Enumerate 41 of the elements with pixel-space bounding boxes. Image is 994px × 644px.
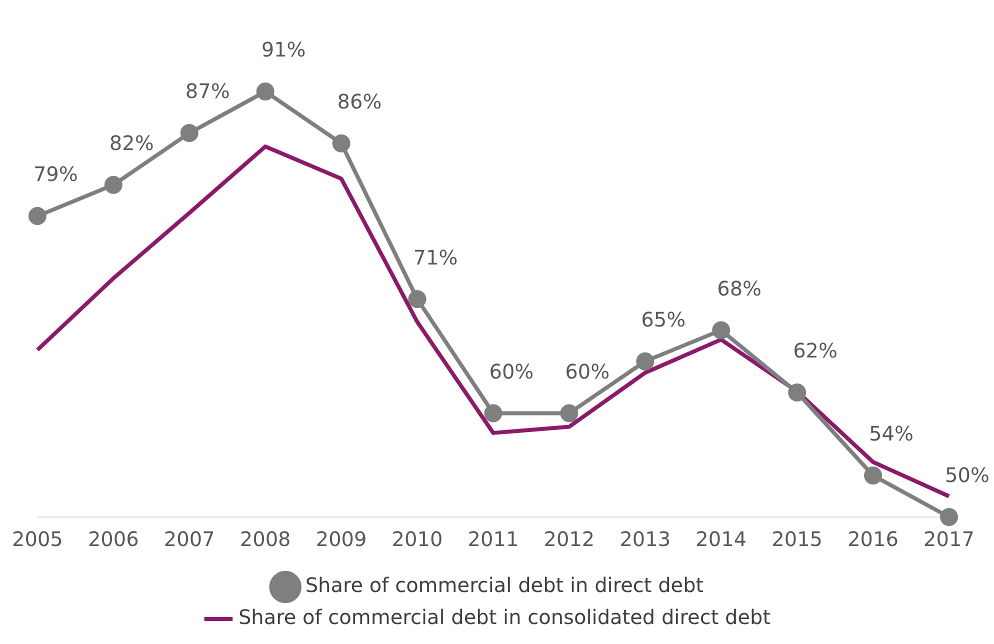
data-label: 79% — [33, 162, 78, 186]
x-tick-label: 2005 — [12, 527, 63, 552]
x-tick-label: 2006 — [88, 527, 139, 552]
x-tick-label: 2016 — [848, 527, 898, 552]
x-tick-label: 2014 — [696, 527, 747, 552]
data-label: 87% — [185, 79, 230, 104]
x-tick-label: 2015 — [772, 527, 823, 552]
point — [788, 383, 806, 402]
point — [28, 207, 46, 226]
point — [256, 82, 274, 101]
x-tick-label: 2010 — [392, 527, 443, 552]
x-tick-label: 2009 — [316, 527, 367, 552]
data-label: 50% — [945, 463, 990, 488]
legend-label: Share of commercial debt in direct debt — [305, 573, 704, 598]
data-label: 60% — [565, 359, 610, 384]
point — [560, 404, 578, 422]
x-tick-label: 2012 — [544, 527, 595, 552]
point — [104, 176, 122, 194]
data-label: 60% — [489, 359, 534, 384]
point — [712, 321, 730, 340]
data-label: 62% — [793, 338, 838, 363]
data-label: 71% — [413, 245, 458, 270]
x-tick-label: 2007 — [164, 527, 215, 552]
point — [484, 404, 502, 422]
x-tick-label: 2008 — [240, 527, 291, 552]
point — [636, 352, 654, 370]
point — [864, 466, 882, 484]
x-tick-label: 2011 — [468, 527, 519, 552]
data-label: 65% — [641, 308, 686, 332]
x-tick-label: 2013 — [620, 527, 671, 552]
data-label: 54% — [869, 422, 914, 446]
point — [940, 508, 958, 526]
legend-label: Share of commercial debt in consolidated direct debt — [238, 605, 771, 630]
data-label: 86% — [337, 90, 382, 114]
data-label: 68% — [717, 276, 762, 300]
data-label: 82% — [109, 131, 154, 156]
point — [332, 134, 350, 152]
point — [408, 290, 426, 308]
point — [180, 124, 198, 142]
x-tick-label: 2017 — [924, 527, 974, 552]
data-label: 91% — [261, 38, 306, 62]
